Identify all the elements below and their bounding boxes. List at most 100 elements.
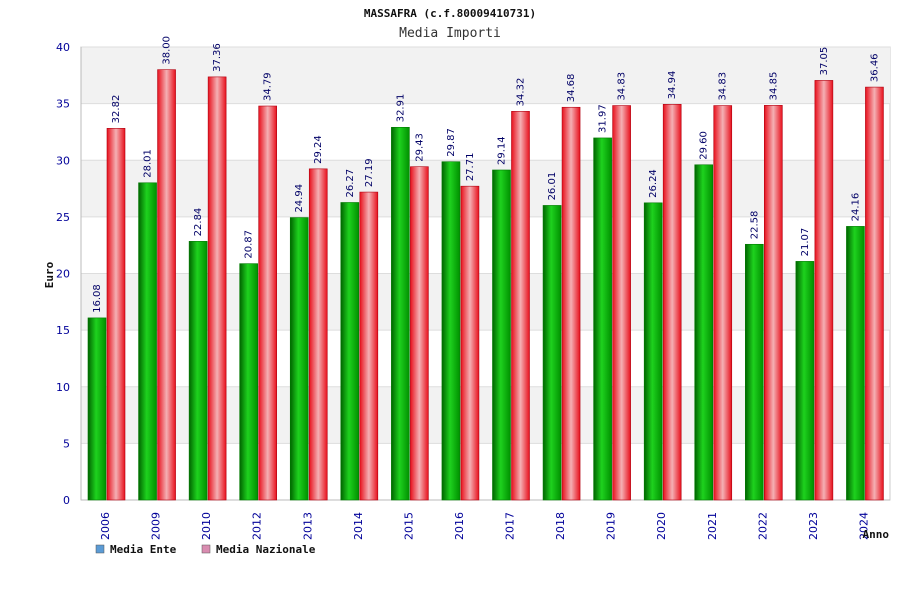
data-label: 29.60: [699, 131, 710, 160]
x-tick-label: 2013: [301, 512, 314, 540]
x-tick-label: 2024: [857, 512, 870, 540]
data-label: 34.79: [263, 72, 274, 101]
data-label: 34.83: [617, 72, 628, 101]
data-label: 34.83: [718, 72, 729, 101]
y-tick-label: 0: [63, 494, 70, 507]
bar-media-ente: [694, 164, 714, 501]
bar-media-nazionale: [814, 80, 834, 501]
data-label: 20.87: [244, 230, 255, 259]
legend-swatch-media-nazionale: [201, 544, 211, 554]
x-tick-label: 2022: [756, 512, 769, 540]
bar-media-ente: [542, 205, 562, 501]
data-label: 36.46: [869, 53, 880, 82]
bar-media-ente: [138, 182, 157, 501]
y-tick-label: 15: [56, 324, 70, 337]
bar-media-nazionale: [258, 105, 277, 501]
data-label: 22.84: [193, 208, 204, 237]
bars-group: [87, 69, 884, 501]
data-label: 22.58: [749, 211, 760, 240]
data-label: 37.05: [819, 47, 830, 76]
chart-subtitle: Media Importi: [399, 26, 501, 41]
bar-media-ente: [745, 243, 764, 501]
bar-media-ente: [391, 126, 410, 501]
data-label: 29.87: [446, 128, 457, 157]
data-label: 26.24: [648, 169, 659, 198]
bar-media-ente: [87, 317, 107, 501]
bar-media-ente: [188, 241, 208, 501]
data-label: 29.24: [313, 135, 324, 164]
x-tick-label: 2014: [352, 512, 365, 540]
data-labels-group: 16.08 32.82 28.01 38.00 22.84 37.36 20.87 34.79…: [92, 36, 880, 313]
x-tick-label: 2010: [200, 512, 213, 540]
legend-label-media-nazionale: Media Nazionale: [216, 543, 316, 556]
legend: Media Ente Media Nazionale: [95, 543, 316, 556]
data-label: 34.32: [516, 78, 527, 107]
x-tick-label: 2016: [453, 512, 466, 540]
data-label: 16.08: [92, 284, 103, 313]
data-label: 32.82: [111, 95, 122, 124]
y-tick-label: 10: [56, 381, 70, 394]
bar-media-nazionale: [865, 86, 884, 501]
bar-media-nazionale: [106, 128, 126, 501]
bar-media-nazionale: [460, 185, 480, 501]
bar-media-nazionale: [410, 166, 429, 501]
bar-media-ente: [239, 263, 258, 501]
data-label: 37.36: [212, 43, 223, 72]
x-tick-label: 2017: [504, 512, 517, 540]
x-tick-label: 2015: [402, 512, 415, 540]
bar-media-ente: [289, 217, 309, 501]
bar-media-ente: [340, 202, 360, 501]
bar-media-nazionale: [662, 104, 682, 501]
data-label: 27.19: [364, 158, 375, 187]
data-label: 34.85: [768, 72, 779, 101]
legend-swatch-media-ente: [95, 544, 105, 554]
y-tick-label: 40: [56, 41, 70, 54]
x-tick-label: 2020: [655, 512, 668, 540]
data-label: 28.01: [143, 149, 154, 178]
data-label: 26.27: [345, 169, 356, 198]
x-tick-label: 2021: [706, 512, 719, 540]
data-label: 29.14: [497, 136, 508, 165]
data-label: 34.68: [566, 74, 577, 103]
x-tick-label: 2012: [251, 512, 264, 540]
data-label: 21.07: [800, 228, 811, 257]
bar-media-nazionale: [561, 106, 581, 501]
bar-media-nazionale: [207, 76, 227, 501]
data-label: 27.71: [465, 153, 476, 182]
x-tick-label: 2009: [150, 512, 163, 540]
y-axis-ticks: 0 5 10 15 20 25 30 35 40: [56, 41, 70, 507]
y-tick-label: 5: [63, 437, 70, 450]
bar-media-ente: [441, 161, 461, 501]
data-label: 38.00: [162, 36, 173, 65]
x-tick-label: 2018: [554, 512, 567, 540]
bar-media-ente: [795, 261, 815, 501]
bar-media-ente: [492, 169, 511, 501]
bar-media-ente: [846, 226, 865, 501]
bar-media-ente: [643, 202, 663, 501]
y-tick-label: 25: [56, 211, 70, 224]
x-axis-ticks: 2006 2009 2010 2012 2013 2014 2015 2016 2017 2018…: [99, 512, 870, 540]
bar-media-nazionale: [157, 69, 176, 501]
x-tick-label: 2019: [605, 512, 618, 540]
y-tick-label: 30: [56, 154, 70, 167]
y-tick-label: 35: [56, 98, 70, 111]
bar-media-nazionale: [359, 191, 379, 501]
data-label: 29.43: [414, 133, 425, 162]
bar-media-nazionale: [713, 105, 733, 501]
data-label: 24.94: [294, 184, 305, 213]
bar-media-nazionale: [308, 168, 328, 501]
bar-media-nazionale: [612, 105, 631, 501]
y-tick-label: 20: [56, 268, 70, 281]
data-label: 34.94: [667, 71, 678, 100]
data-label: 24.16: [850, 193, 861, 222]
bar-media-ente: [593, 137, 612, 501]
x-axis-label: Anno: [863, 528, 890, 541]
legend-label-media-ente: Media Ente: [110, 543, 177, 556]
x-tick-label: 2006: [99, 512, 112, 540]
data-label: 32.91: [395, 94, 406, 123]
bar-media-nazionale: [511, 111, 530, 501]
bar-media-nazionale: [764, 105, 783, 501]
data-label: 31.97: [598, 104, 609, 133]
data-label: 26.01: [547, 172, 558, 201]
